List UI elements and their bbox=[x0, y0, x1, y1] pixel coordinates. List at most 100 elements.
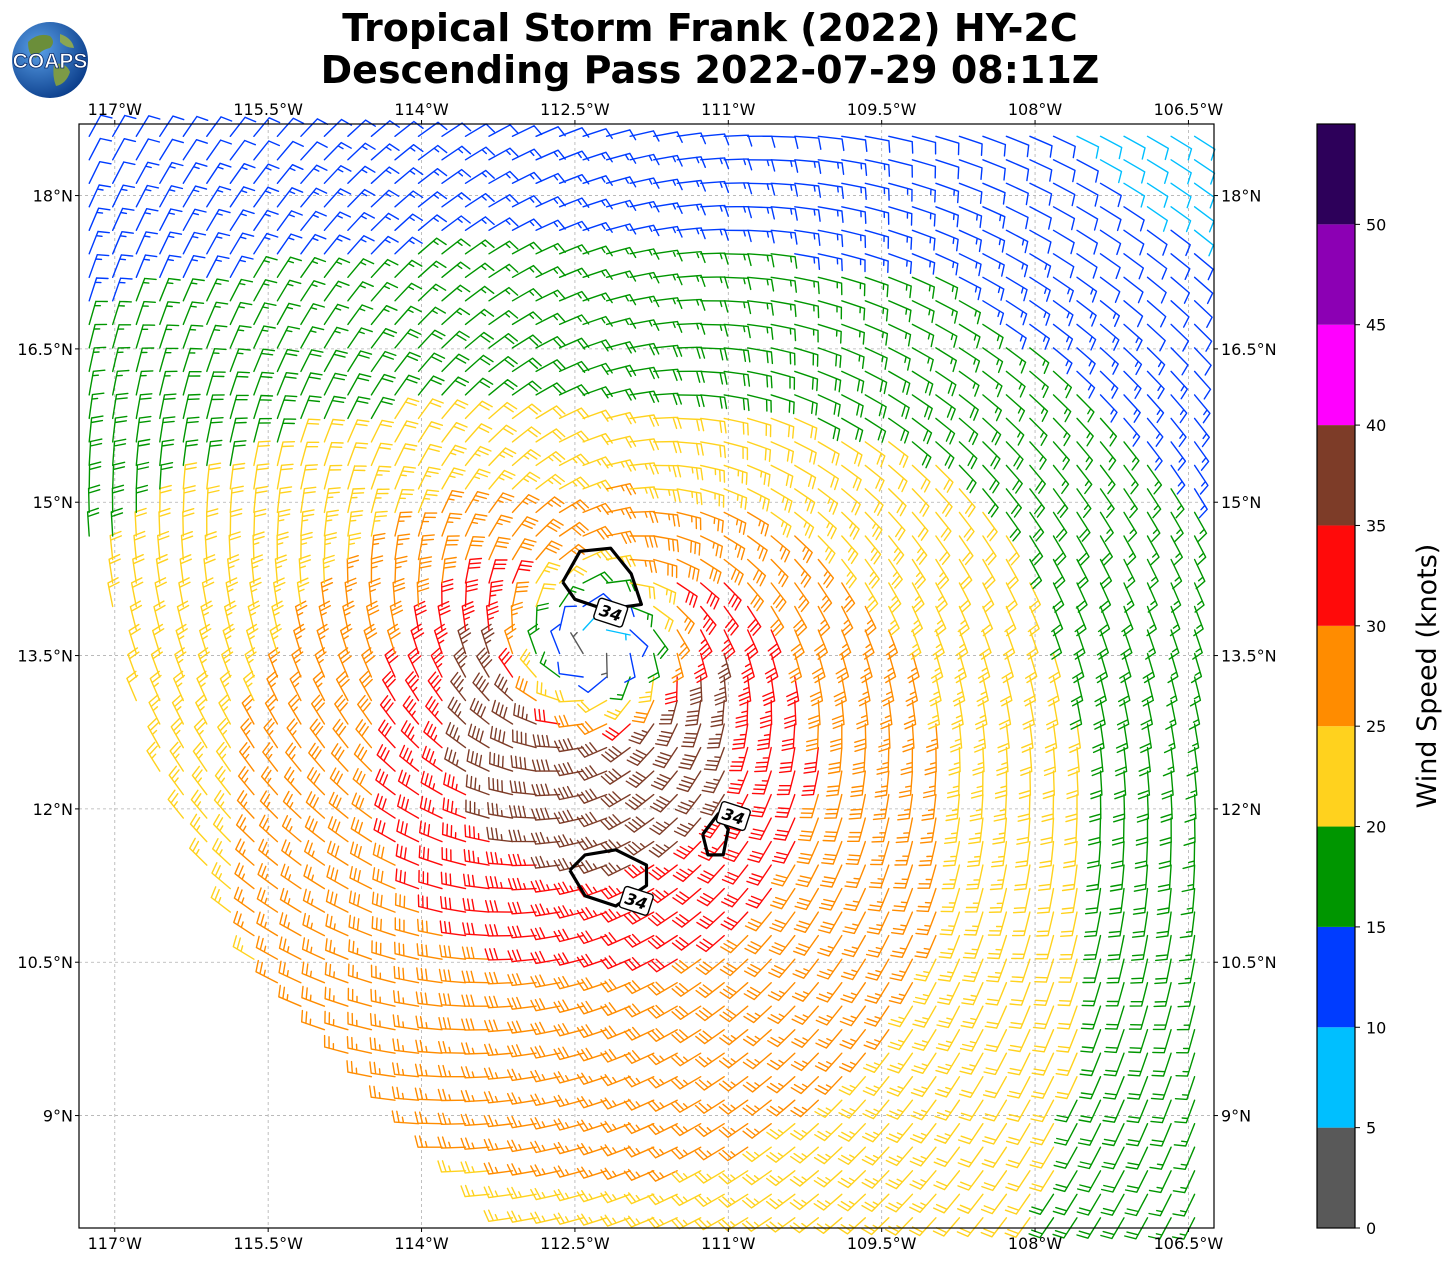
wind-barb bbox=[1089, 793, 1102, 823]
wind-barb bbox=[671, 1193, 702, 1207]
wind-barb bbox=[276, 187, 304, 208]
wind-barb bbox=[437, 600, 451, 631]
wind-barb bbox=[179, 554, 192, 584]
wind-barb bbox=[1123, 300, 1144, 328]
wind-barb bbox=[893, 864, 914, 889]
wind-barb bbox=[837, 1170, 866, 1189]
wind-barb bbox=[1029, 1170, 1055, 1192]
wind-barb bbox=[1005, 323, 1027, 350]
wind-barb bbox=[88, 323, 108, 349]
wind-barb bbox=[418, 869, 443, 890]
wind-barb bbox=[794, 488, 816, 514]
wind-barb bbox=[864, 605, 877, 637]
wind-barb bbox=[276, 348, 300, 373]
wind-barb bbox=[530, 1045, 561, 1059]
wind-barb bbox=[1026, 629, 1039, 660]
wind-barb bbox=[790, 1099, 819, 1118]
wind-barb bbox=[676, 346, 706, 359]
wind-barb bbox=[773, 817, 796, 841]
wind-barb bbox=[112, 438, 127, 467]
wind-barb bbox=[347, 419, 370, 443]
wind-barb bbox=[1146, 535, 1160, 566]
wind-barb bbox=[370, 258, 399, 278]
wind-barb bbox=[1160, 793, 1173, 823]
wind-barb bbox=[253, 371, 275, 396]
wind-barb bbox=[987, 911, 1008, 936]
wind-barb bbox=[439, 944, 467, 960]
wind-barb bbox=[511, 581, 530, 608]
wind-barb bbox=[672, 887, 702, 905]
wind-barb bbox=[253, 348, 276, 373]
wind-barb bbox=[742, 1193, 772, 1209]
wind-barb bbox=[886, 1076, 914, 1097]
y-tick-label-right: 18°N bbox=[1221, 187, 1261, 206]
wind-barb bbox=[1193, 605, 1204, 637]
wind-barb bbox=[464, 491, 490, 514]
wind-barb bbox=[229, 163, 256, 184]
wind-barb bbox=[781, 723, 796, 751]
wind-barb bbox=[776, 770, 796, 796]
wind-barb bbox=[864, 417, 887, 443]
wind-barb bbox=[1101, 1170, 1125, 1193]
y-tick-label-right: 12°N bbox=[1221, 800, 1261, 819]
wind-barb bbox=[553, 881, 584, 895]
wind-barb bbox=[346, 1060, 373, 1078]
wind-barb bbox=[488, 447, 517, 467]
wind-barb bbox=[229, 485, 244, 514]
wind-barb bbox=[916, 887, 937, 913]
wind-barb bbox=[817, 582, 833, 613]
wind-barb bbox=[959, 1029, 984, 1052]
wind-barb bbox=[348, 939, 373, 960]
wind-barb bbox=[488, 580, 504, 608]
wind-barb bbox=[441, 330, 470, 349]
wind-barb bbox=[911, 347, 934, 372]
wind-barb bbox=[464, 308, 495, 326]
wind-barb bbox=[167, 789, 184, 819]
wind-barb bbox=[441, 444, 467, 467]
wind-barb bbox=[1146, 464, 1163, 495]
wind-barb bbox=[864, 558, 880, 589]
wind-barb bbox=[509, 780, 537, 796]
wind-barb bbox=[673, 840, 702, 860]
wind-barb bbox=[979, 629, 992, 660]
wind-barb bbox=[553, 928, 584, 943]
wind-barb bbox=[530, 855, 561, 869]
wind-barb bbox=[671, 652, 684, 684]
wind-barb bbox=[461, 1018, 490, 1031]
wind-barb bbox=[1029, 135, 1053, 158]
wind-barb bbox=[227, 554, 240, 584]
wind-barb bbox=[629, 390, 660, 403]
wind-barb bbox=[986, 934, 1008, 960]
wind-barb bbox=[1193, 394, 1211, 424]
wind-barb bbox=[747, 605, 762, 636]
wind-barb bbox=[948, 746, 961, 776]
wind-barb bbox=[195, 694, 208, 725]
wind-barb bbox=[982, 394, 1002, 422]
wind-barb bbox=[767, 1005, 796, 1025]
wind-barb bbox=[1193, 206, 1215, 233]
wind-barb bbox=[1170, 182, 1192, 209]
wind-barb bbox=[723, 182, 753, 195]
wind-barb bbox=[743, 1005, 772, 1024]
wind-barb bbox=[469, 697, 490, 725]
wind-barb bbox=[647, 911, 678, 927]
wind-barb bbox=[530, 998, 561, 1012]
wind-barb bbox=[997, 723, 1010, 753]
wind-barb bbox=[535, 312, 566, 326]
wind-barb bbox=[1170, 441, 1187, 471]
wind-barb bbox=[600, 885, 631, 900]
wind-barb bbox=[770, 300, 797, 318]
wind-barb bbox=[347, 987, 373, 1007]
wind-barb bbox=[958, 1099, 984, 1122]
wind-barb bbox=[911, 605, 923, 637]
wind-barb bbox=[1052, 159, 1076, 183]
wind-barb bbox=[817, 323, 842, 344]
wind-barb bbox=[1178, 958, 1196, 985]
wind-barb bbox=[794, 253, 821, 270]
wind-barb bbox=[863, 1052, 890, 1073]
wind-barb bbox=[323, 211, 351, 231]
wind-barb bbox=[269, 623, 282, 655]
wind-barb bbox=[767, 982, 796, 1002]
wind-barb bbox=[1076, 323, 1097, 351]
wind-barb bbox=[417, 443, 443, 467]
